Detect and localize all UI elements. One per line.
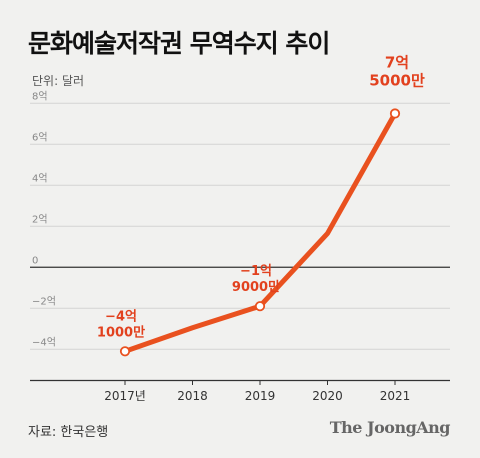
y-tick-label: −4억 bbox=[32, 336, 56, 348]
unit-label: 단위: 달러 bbox=[32, 74, 85, 88]
x-tick-label: 2020 bbox=[312, 389, 343, 403]
x-tick-label: 2021 bbox=[380, 389, 411, 403]
x-tick-label: 2019 bbox=[245, 389, 276, 403]
x-tick-labels: 2017년 2018 2019 2020 2021 bbox=[104, 380, 410, 403]
data-label: −4억 bbox=[105, 309, 137, 324]
series-line bbox=[122, 111, 398, 354]
data-label: 5000만 bbox=[369, 72, 425, 90]
source-note: 자료: 한국은행 bbox=[28, 425, 109, 440]
x-tick-label: 2018 bbox=[177, 389, 208, 403]
x-tick-label: 2017년 bbox=[104, 389, 146, 403]
grid-layer bbox=[30, 102, 450, 382]
y-tick-label: 2억 bbox=[32, 213, 48, 225]
brand-logo: The JoongAng bbox=[329, 418, 451, 437]
data-label: −1억 bbox=[240, 264, 272, 279]
data-point bbox=[254, 301, 266, 312]
data-point bbox=[119, 346, 131, 357]
data-label: 1000만 bbox=[97, 324, 145, 340]
y-tick-labels: 8억 6억 4억 2억 0 −2억 −4억 bbox=[32, 90, 56, 348]
y-tick-label: 6억 bbox=[32, 131, 48, 143]
y-tick-label: 4억 bbox=[32, 172, 48, 184]
y-tick-label: 8억 bbox=[32, 90, 48, 102]
data-point bbox=[389, 108, 401, 119]
series-line-layer bbox=[122, 111, 398, 354]
data-label: 9000만 bbox=[232, 279, 280, 295]
data-label: 7억 bbox=[385, 54, 409, 72]
y-tick-label: −2억 bbox=[32, 295, 56, 307]
chart-title: 문화예술저작권 무역수지 추이 bbox=[28, 29, 330, 58]
data-points bbox=[119, 108, 401, 357]
y-tick-label: 0 bbox=[32, 255, 38, 266]
